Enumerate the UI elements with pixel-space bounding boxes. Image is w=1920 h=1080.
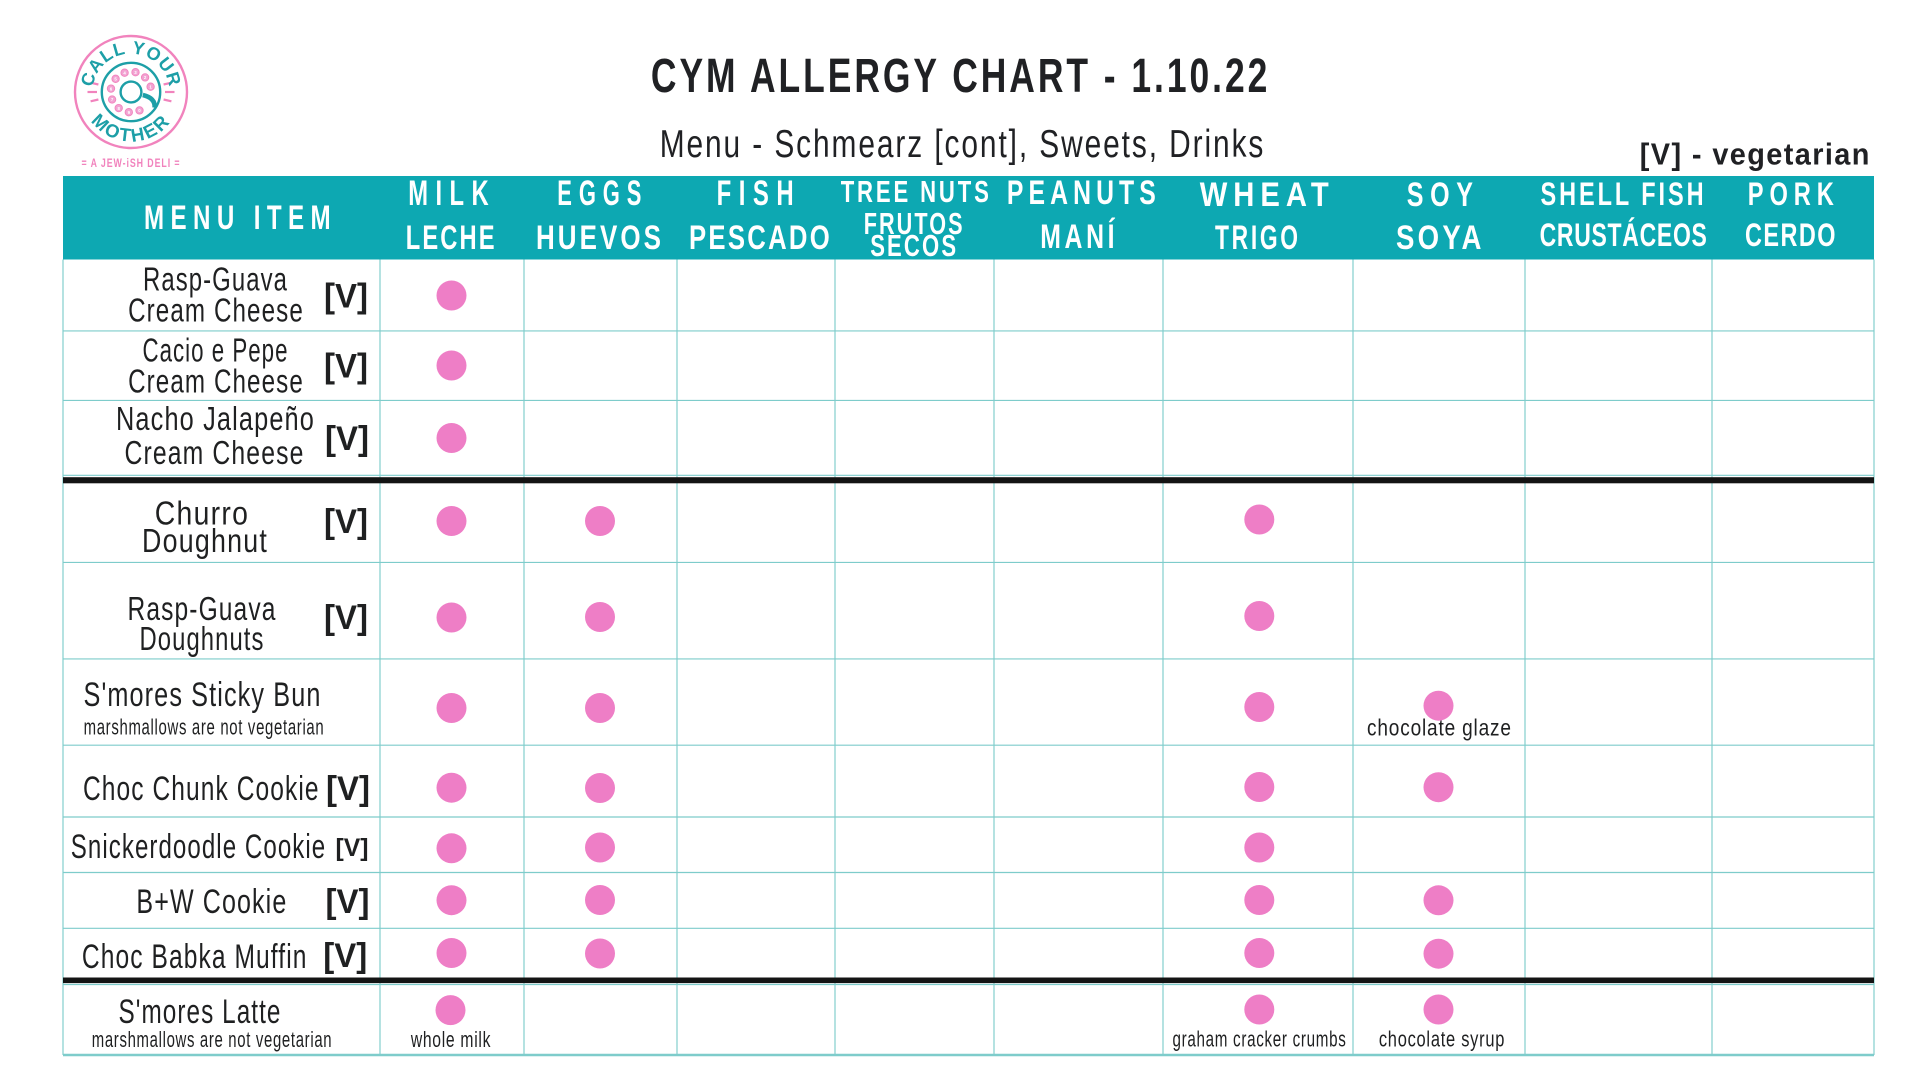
svg-text:MANÍ: MANÍ xyxy=(1040,218,1118,256)
svg-text:SHELL FISH: SHELL FISH xyxy=(1541,176,1707,212)
svg-text:Nacho Jalapeño: Nacho Jalapeño xyxy=(116,400,315,437)
svg-text:MENU ITEM: MENU ITEM xyxy=(144,199,337,237)
svg-text:Choc Babka Muffin: Choc Babka Muffin xyxy=(82,938,308,976)
svg-text:[V]: [V] xyxy=(324,599,368,637)
svg-text:CRUSTÁCEOS: CRUSTÁCEOS xyxy=(1540,217,1708,253)
svg-text:FISH: FISH xyxy=(717,174,802,213)
svg-text:[V]: [V] xyxy=(324,278,368,316)
svg-text:marshmallows are not vegetaria: marshmallows are not vegetarian xyxy=(84,715,325,740)
svg-text:WHEAT: WHEAT xyxy=(1200,176,1335,214)
svg-text:Doughnuts: Doughnuts xyxy=(140,620,265,657)
svg-text:SOYA: SOYA xyxy=(1396,219,1485,257)
svg-text:PEANUTS: PEANUTS xyxy=(1007,174,1161,212)
svg-text:4: 4 xyxy=(123,70,126,75)
svg-text:Cream Cheese: Cream Cheese xyxy=(125,434,305,471)
svg-text:B+W Cookie: B+W Cookie xyxy=(136,883,287,921)
svg-text:Cream Cheese: Cream Cheese xyxy=(128,363,304,400)
svg-text:LECHE: LECHE xyxy=(406,219,497,257)
svg-text:SOY: SOY xyxy=(1407,176,1480,214)
svg-text:[V]: [V] xyxy=(324,503,368,541)
svg-text:marshmallows are not vegetaria: marshmallows are not vegetarian xyxy=(92,1027,333,1052)
svg-text:[V]: [V] xyxy=(323,937,367,975)
svg-text:Rasp-Guava: Rasp-Guava xyxy=(128,590,277,627)
svg-text:graham cracker crumbs: graham cracker crumbs xyxy=(1173,1027,1347,1052)
svg-text:8: 8 xyxy=(117,106,120,111)
svg-text:FRUTOS: FRUTOS xyxy=(864,206,965,241)
svg-text:SECOS: SECOS xyxy=(870,228,958,263)
svg-text:chocolate syrup: chocolate syrup xyxy=(1379,1027,1505,1052)
svg-text:Snickerdoodle Cookie: Snickerdoodle Cookie xyxy=(71,828,327,866)
svg-text:whole milk: whole milk xyxy=(410,1027,491,1052)
svg-text:Cacio e Pepe: Cacio e Pepe xyxy=(143,332,289,369)
svg-text:[V]: [V] xyxy=(326,883,370,921)
svg-text:Menu - Schmearz [cont], Sweets: Menu - Schmearz [cont], Sweets, Drinks xyxy=(660,123,1266,166)
svg-text:TREE NUTS: TREE NUTS xyxy=(841,174,992,209)
svg-text:Doughnut: Doughnut xyxy=(142,522,268,559)
svg-text:PESCADO: PESCADO xyxy=(689,219,832,257)
svg-text:TRIGO: TRIGO xyxy=(1215,219,1301,257)
svg-text:[V]: [V] xyxy=(324,348,368,386)
svg-text:Choc Chunk Cookie: Choc Chunk Cookie xyxy=(83,770,320,808)
svg-text:1: 1 xyxy=(149,84,152,89)
svg-text:5: 5 xyxy=(114,77,117,82)
svg-text:S'mores Sticky Bun: S'mores Sticky Bun xyxy=(84,676,322,714)
svg-text:2: 2 xyxy=(144,75,147,80)
svg-text:HUEVOS: HUEVOS xyxy=(536,219,664,257)
svg-text:S'mores Latte: S'mores Latte xyxy=(119,993,282,1031)
svg-text:EGGS: EGGS xyxy=(557,174,648,213)
svg-text:[V]: [V] xyxy=(326,770,370,808)
svg-text:Rasp-Guava: Rasp-Guava xyxy=(143,261,288,298)
svg-text:7: 7 xyxy=(111,97,114,102)
svg-text:[V] - vegetarian: [V] - vegetarian xyxy=(1640,136,1871,171)
svg-text:6: 6 xyxy=(110,86,113,91)
svg-text:3: 3 xyxy=(134,70,137,75)
svg-text:CERDO: CERDO xyxy=(1745,217,1837,253)
svg-text:MILK: MILK xyxy=(408,174,496,213)
svg-text:Churro: Churro xyxy=(155,495,250,532)
svg-text:[V]: [V] xyxy=(336,834,369,862)
svg-text:9: 9 xyxy=(128,110,131,115)
svg-text:= A JEW-iSH DELI =: = A JEW-iSH DELI = xyxy=(82,158,181,170)
svg-text:CYM ALLERGY CHART - 1.10.22: CYM ALLERGY CHART - 1.10.22 xyxy=(651,50,1270,103)
svg-text:PORK: PORK xyxy=(1748,176,1840,212)
svg-text:Cream Cheese: Cream Cheese xyxy=(128,292,304,329)
svg-text:0: 0 xyxy=(138,108,141,113)
svg-text:[V]: [V] xyxy=(325,420,369,458)
